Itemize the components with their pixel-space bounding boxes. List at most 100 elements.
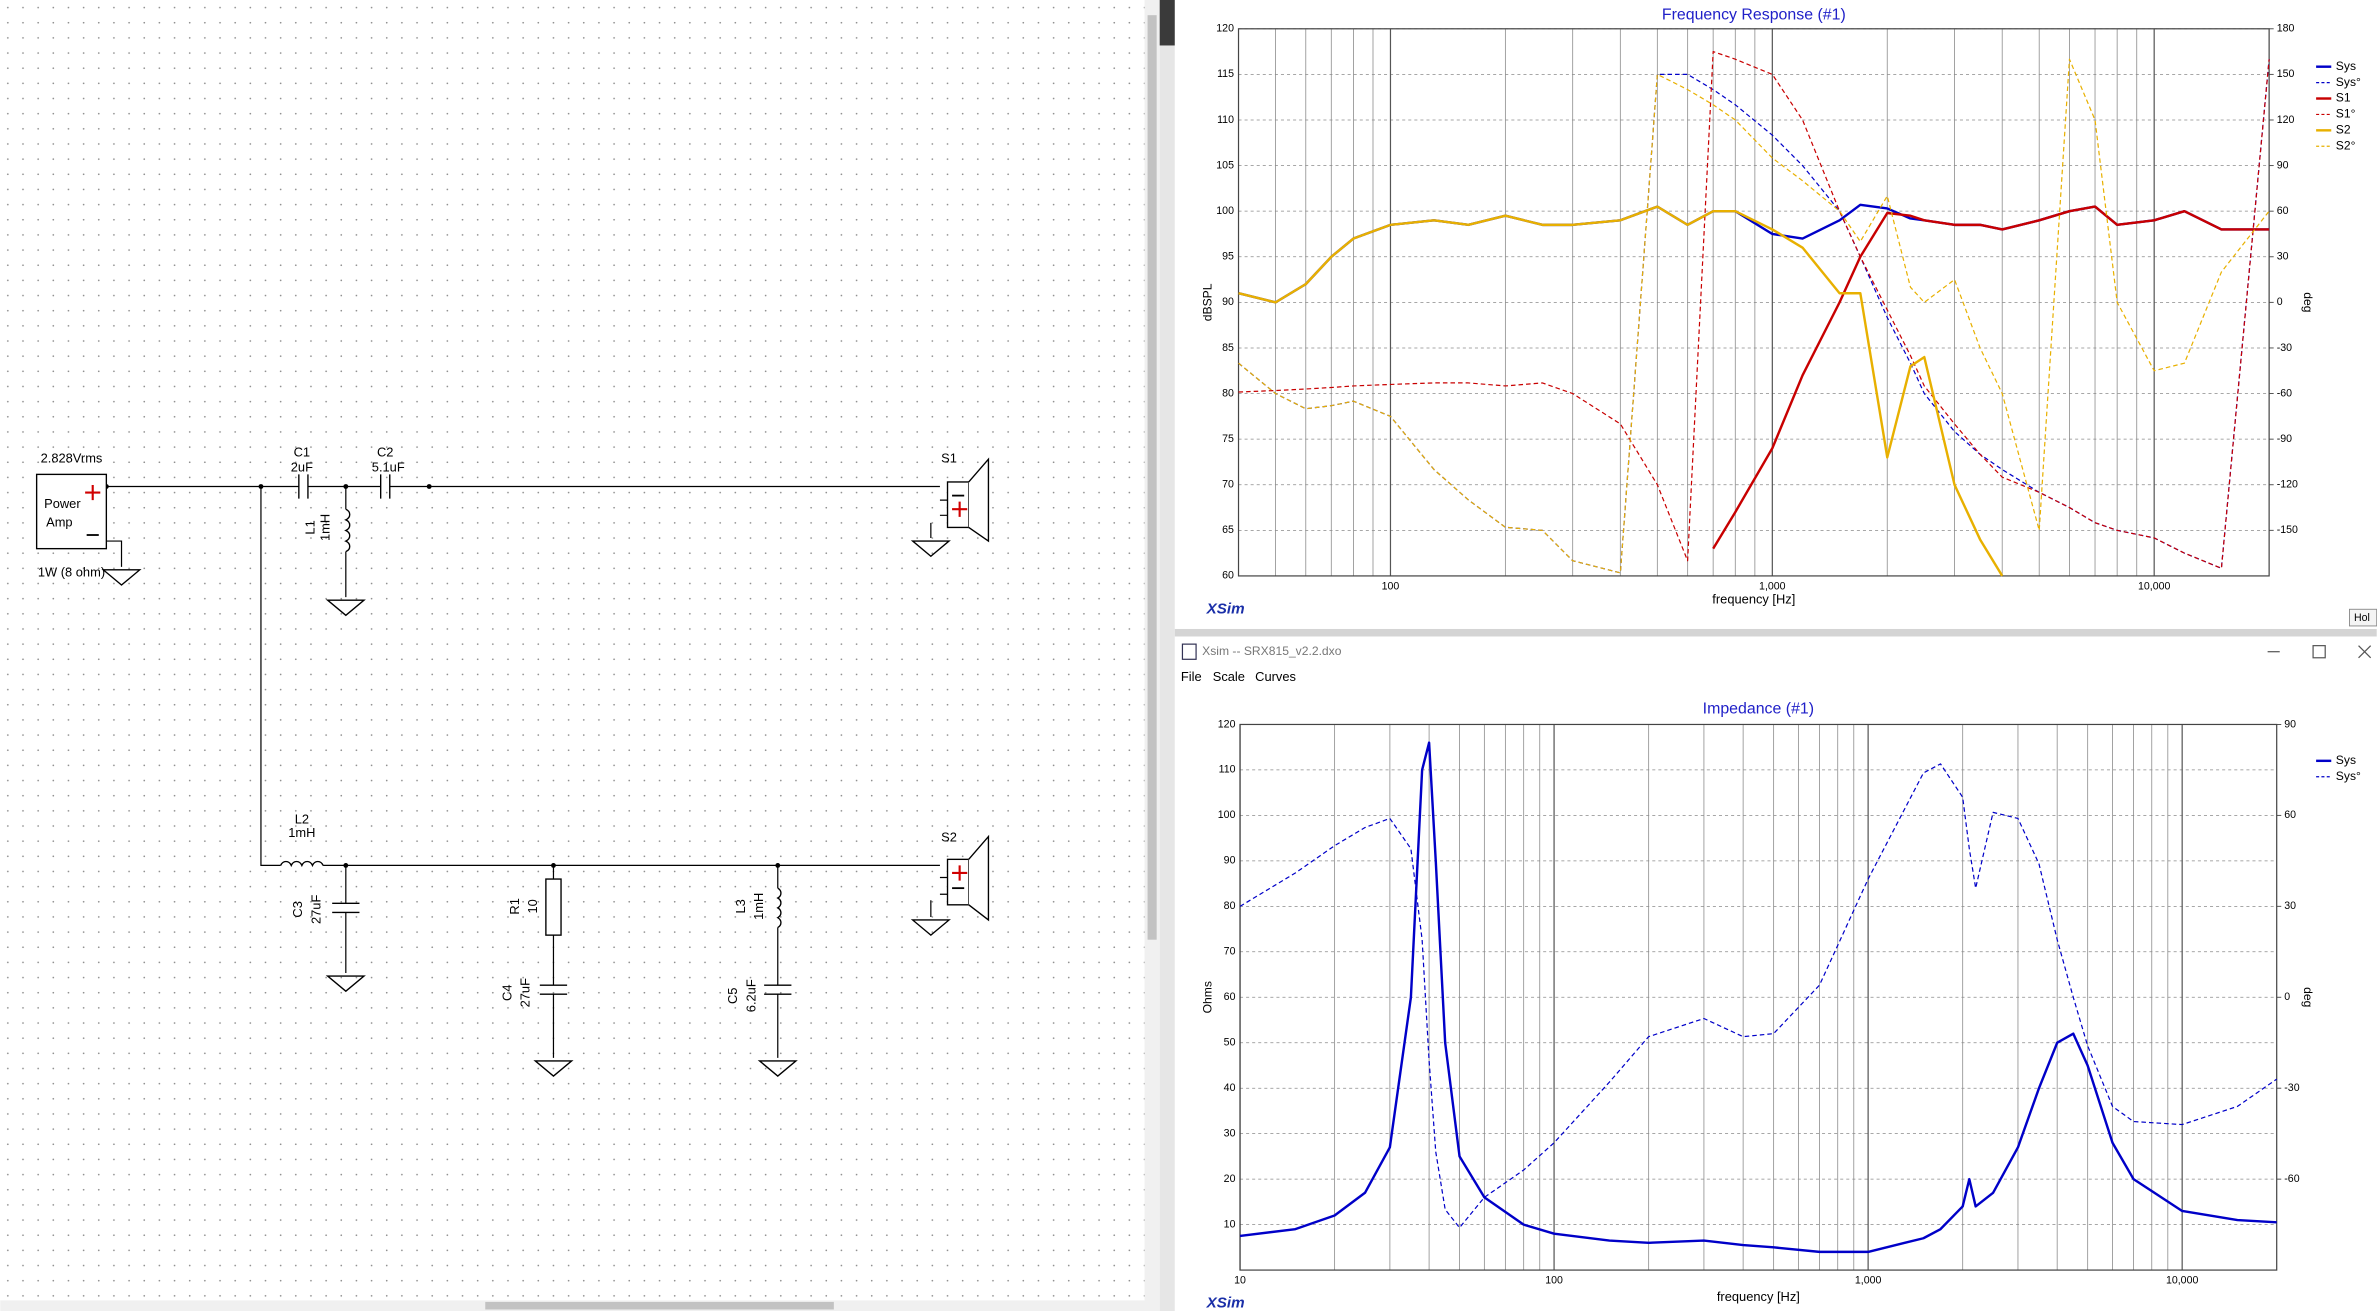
part-value: 10	[525, 899, 540, 913]
dot-grid	[0, 0, 1145, 1301]
y-axis-label: dBSPL	[1200, 283, 1214, 321]
h-scroll-thumb[interactable]	[485, 1301, 834, 1310]
part-value: 1mH	[288, 825, 315, 840]
y-tick-label: 120	[1218, 718, 1236, 730]
y2-axis-label: deg	[2301, 987, 2315, 1007]
menu-item[interactable]: Curves	[1255, 669, 1296, 684]
speaker-label: S1	[941, 451, 957, 466]
y2-tick-label: -30	[2277, 342, 2292, 354]
y-tick-label: 110	[1219, 764, 1236, 776]
y2-tick-label: 60	[2284, 809, 2296, 821]
y2-tick-label: 30	[2284, 900, 2296, 912]
source-name: Amp	[46, 514, 72, 529]
capacitors	[332, 902, 360, 914]
part-ref: L1	[302, 520, 317, 534]
y-tick-label: 70	[1224, 946, 1236, 958]
wires	[343, 484, 349, 489]
grounds	[325, 975, 366, 993]
y-tick-label: 50	[1224, 1037, 1236, 1049]
grounds	[910, 540, 951, 558]
window-title: Xsim -- SRX815_v2.2.dxo	[1202, 644, 1342, 658]
part-value: 1mH	[318, 514, 333, 541]
y-tick-label: 90	[1224, 855, 1236, 867]
speaker-s2	[968, 834, 990, 922]
y2-tick-label: 120	[2277, 114, 2295, 126]
y-tick-label: 90	[1222, 296, 1234, 308]
legend-label: S2	[2336, 123, 2351, 137]
y-tick-label: 100	[1218, 809, 1236, 821]
chart: 60 65 70 75 80 85 90 95 100 105 110 115 120 -150 -120 -…	[1200, 6, 2361, 617]
part-ref: R1	[507, 898, 522, 914]
source-name: Power	[44, 496, 81, 511]
plot-border	[1239, 723, 2278, 1271]
wires	[258, 484, 264, 489]
part-ref: C3	[290, 901, 305, 917]
grounds	[101, 540, 951, 1077]
menu-item[interactable]: Scale	[1213, 669, 1245, 684]
close-button[interactable]	[2358, 645, 2372, 659]
speaker-s1	[952, 501, 968, 517]
y2-tick-label: -120	[2277, 479, 2298, 491]
part-value: 1mH	[751, 893, 766, 920]
wires	[426, 484, 432, 489]
watermark: XSim	[1206, 600, 1245, 617]
legend-label: Sys°	[2336, 769, 2361, 783]
app-icon	[1181, 643, 1197, 660]
hold-button-label[interactable]: Hol	[2354, 612, 2370, 624]
part-ref: L3	[733, 899, 748, 913]
legend-label: Sys	[2336, 753, 2356, 767]
power-amp: 2.828Vrms Power Amp 1W (8 ohm)	[35, 451, 108, 579]
v-scroll-thumb[interactable]	[1147, 15, 1157, 940]
y2-tick-label: 90	[2277, 159, 2289, 171]
y2-tick-label: -90	[2277, 433, 2292, 445]
y-tick-label: 70	[1222, 479, 1234, 491]
legend-label: S1	[2336, 91, 2351, 105]
x-tick-label: 100	[1382, 580, 1400, 592]
y-tick-label: 10	[1224, 1218, 1236, 1230]
part-value: 27uF	[308, 895, 323, 924]
menu-item[interactable]: File	[1181, 669, 1202, 684]
window-gap	[1174, 628, 2377, 637]
y-tick-label: 115	[1217, 68, 1234, 80]
x-tick-label: 10,000	[2166, 1274, 2199, 1286]
grounds	[910, 919, 951, 937]
splitter	[1159, 0, 1175, 1311]
legend-label: S2°	[2336, 138, 2356, 152]
source-voltage: 2.828Vrms	[41, 451, 103, 466]
capacitors	[379, 474, 391, 499]
watermark: XSim	[1206, 1294, 1245, 1311]
x-tick-label: 100	[1545, 1274, 1563, 1286]
maximize-button[interactable]	[2312, 645, 2326, 659]
series-line	[1239, 741, 2277, 1254]
speaker-s1	[968, 457, 990, 543]
capacitors	[298, 474, 309, 499]
series-line	[1238, 58, 2270, 574]
y2-tick-label: 180	[2277, 23, 2295, 35]
chart-title: Impedance (#1)	[1703, 701, 1814, 718]
grounds	[325, 599, 366, 617]
capacitors	[764, 984, 792, 995]
part-value: 6.2uF	[743, 979, 758, 1012]
speaker-s2	[952, 865, 968, 881]
y-tick-label: 100	[1216, 205, 1234, 217]
part-value: 5.1uF	[372, 460, 405, 475]
inductors	[776, 887, 782, 929]
y2-tick-label: 60	[2277, 205, 2289, 217]
y2-tick-label: -30	[2284, 1082, 2299, 1094]
capacitors	[539, 984, 568, 995]
inductors	[280, 508, 782, 929]
y-tick-label: 20	[1224, 1173, 1236, 1185]
y2-tick-label: 0	[2284, 991, 2290, 1003]
splitter-dark	[1159, 0, 1175, 46]
grounds	[757, 1060, 798, 1077]
y-tick-label: 40	[1224, 1082, 1236, 1094]
x-tick-label: 1,000	[1759, 580, 1786, 592]
y2-tick-label: -150	[2277, 524, 2298, 536]
series-line	[1238, 50, 2270, 569]
y-tick-label: 60	[1222, 570, 1234, 582]
source-rating: 1W (8 ohm)	[38, 564, 105, 579]
x-tick-label: 10	[1234, 1274, 1246, 1286]
wires	[260, 486, 940, 867]
y2-tick-label: -60	[2284, 1173, 2299, 1185]
